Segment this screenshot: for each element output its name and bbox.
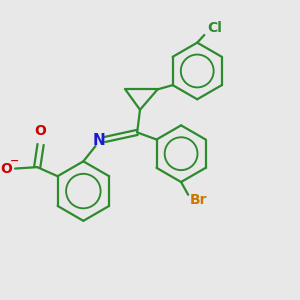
Text: O: O bbox=[1, 162, 13, 176]
Text: Cl: Cl bbox=[207, 21, 222, 35]
Text: N: N bbox=[93, 134, 105, 148]
Text: Br: Br bbox=[190, 193, 207, 207]
Text: O: O bbox=[35, 124, 46, 138]
Text: −: − bbox=[10, 156, 19, 166]
